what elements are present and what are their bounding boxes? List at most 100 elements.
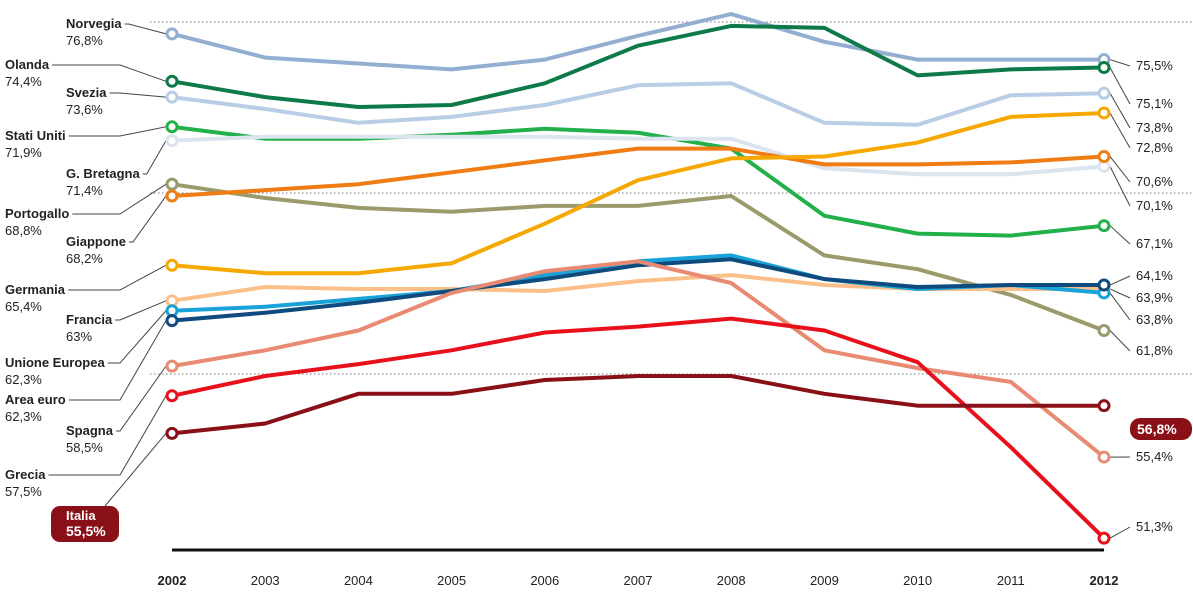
x-tick-label: 2003 [251,573,280,588]
end-value-spagna: 55,4% [1136,449,1173,464]
data-point-norvegia [165,27,179,41]
x-tick-label: 2008 [717,573,746,588]
start-value-portogallo: 68,8% [5,223,42,238]
end-leader-line [1109,526,1131,539]
start-label-norvegia: Norvegia [66,16,122,31]
data-point-g-bretagna [165,134,179,148]
end-leader-line [1109,59,1131,67]
series-line-italia [170,374,1106,436]
end-value-francia: 63,9% [1136,290,1173,305]
end-value-portogallo: 61,8% [1136,343,1173,358]
series-line-svezia [170,81,1106,127]
leader-line [52,64,167,82]
start-value-francia: 63% [66,329,92,344]
data-point-portogallo [1097,324,1111,338]
series-line-g-bretagna [170,134,1106,177]
end-leader-line [1109,156,1131,183]
start-label-grecia: Grecia [5,467,46,482]
leader-line [104,433,167,507]
end-value-stati-uniti: 67,1% [1136,236,1173,251]
end-value-grecia: 51,3% [1136,519,1173,534]
start-label-olanda: Olanda [5,57,50,72]
x-tick-label: 2006 [530,573,559,588]
data-point-svezia [1097,86,1111,100]
start-label-germania: Germania [5,282,66,297]
leader-line [142,140,167,175]
grid-lines [150,21,1193,375]
end-leader-line [1109,166,1131,207]
start-value-area-euro: 62,3% [5,409,42,424]
start-value-svezia: 73,6% [66,102,103,117]
start-label-stati-uniti: Stati Uniti [5,128,66,143]
end-value-germania: 72,8% [1136,140,1173,155]
leader-line [115,365,167,432]
start-value-unione-europea: 62,3% [5,372,42,387]
leader-line [124,23,167,35]
leader-line [68,320,167,401]
end-leader-line [1109,67,1131,105]
x-tick-label: 2010 [903,573,932,588]
series-line-olanda [170,23,1106,109]
leader-line [107,310,167,364]
start-label-unione-europea: Unione Europea [5,355,105,370]
italia-badge-name: Italia [66,508,96,523]
start-value-olanda: 74,4% [5,74,42,89]
end-leader-line [1109,112,1131,149]
start-value-giappone: 68,2% [66,251,103,266]
start-label-g-bretagna: G. Bretagna [66,166,140,181]
series-line-giappone [170,146,1106,198]
start-labels: Norvegia 76,8% Olanda 74,4% Svezia 73,6%Stati… [5,16,140,499]
data-point-germania [1097,106,1111,120]
data-point-giappone [1097,149,1111,163]
data-point-spagna [1097,450,1111,464]
start-value-grecia: 57,5% [5,484,42,499]
end-leader-line [1109,225,1131,245]
start-label-svezia: Svezia [66,85,107,100]
data-point-area-euro [1097,278,1111,292]
series-line-spagna [170,259,1106,460]
data-point-stati-uniti [165,120,179,134]
data-point-grecia [165,389,179,403]
start-label-area-euro: Area euro [5,392,66,407]
start-value-norvegia: 76,8% [66,33,103,48]
leader-line [68,126,167,137]
x-tick-label: 2002 [158,573,187,588]
end-leader-line [1109,288,1131,299]
end-value-olanda: 75,1% [1136,96,1173,111]
end-leader-line [1109,292,1131,321]
data-point-italia [165,426,179,440]
series-line-norvegia [170,12,1106,72]
data-point-italia [1097,399,1111,413]
data-point-area-euro [165,314,179,328]
start-label-portogallo: Portogallo [5,206,69,221]
series-line-grecia [170,316,1106,541]
end-value-area-euro: 64,1% [1136,268,1173,283]
data-point-spagna [165,359,179,373]
x-tick-label: 2007 [624,573,653,588]
x-tick-label: 2011 [997,573,1025,588]
end-highlight-value: 56,8% [1137,421,1177,437]
leader-line [67,264,167,291]
start-label-giappone: Giappone [66,234,126,249]
leader-line [48,395,167,476]
series-lines [170,12,1106,541]
leader-line [109,92,167,98]
italia-badge-value: 55,5% [66,523,106,539]
end-labels: 75,5% 75,1% 73,8% 67,1% 70,1% 61,8% 70,6% 72,8%… [1136,58,1173,534]
series-line-germania [170,111,1106,276]
end-value-svezia: 73,8% [1136,120,1173,135]
start-value-germania: 65,4% [5,299,42,314]
start-value-spagna: 58,5% [66,440,103,455]
x-tick-label: 2005 [437,573,466,588]
x-axis-ticks: 2002 2003 2004 2005 2006 2007 2008 2009 2010 2011… [158,573,1119,588]
data-point-olanda [1097,60,1111,74]
end-leader-line [1109,275,1131,286]
x-tick-label: 2009 [810,573,839,588]
end-value-g-bretagna: 70,1% [1136,198,1173,213]
leader-line [128,195,167,243]
x-tick-label: 2012 [1090,573,1119,588]
data-point-svezia [165,90,179,104]
end-leader-line [1109,330,1131,352]
data-point-germania [165,258,179,272]
